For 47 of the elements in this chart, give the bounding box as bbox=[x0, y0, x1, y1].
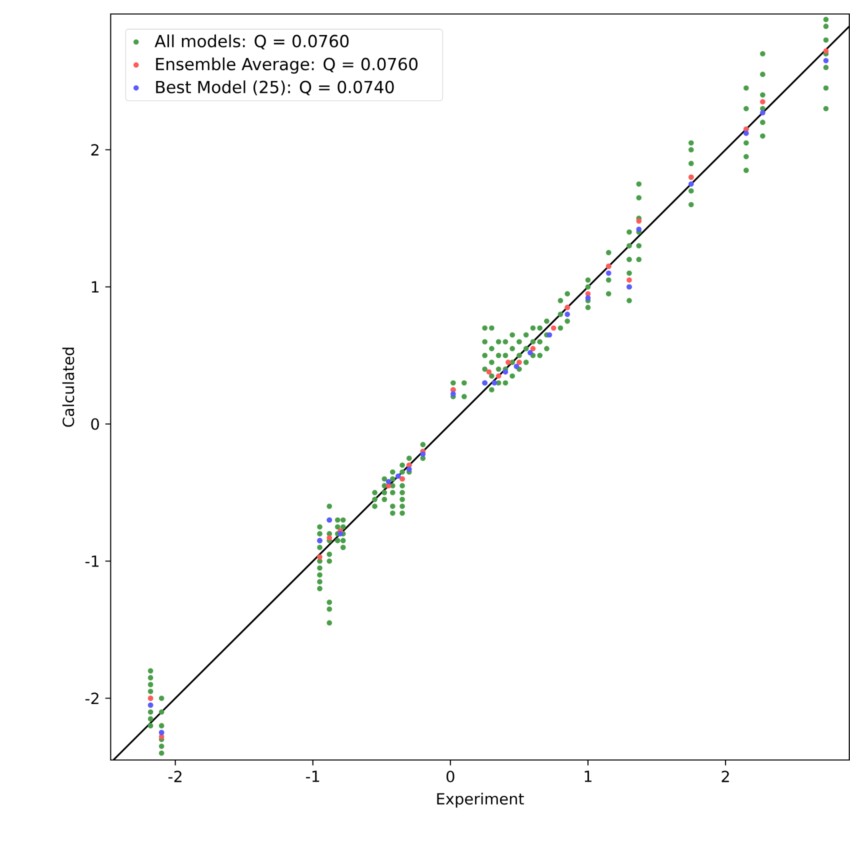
point bbox=[338, 531, 344, 536]
point bbox=[823, 58, 829, 64]
legend-label: Best Model (25): Q = 0.0740 bbox=[156, 80, 394, 96]
point bbox=[528, 350, 533, 356]
point bbox=[317, 554, 322, 560]
point bbox=[744, 130, 749, 136]
x-tick-label: -1 bbox=[306, 770, 320, 782]
point bbox=[564, 312, 570, 317]
point bbox=[406, 466, 412, 472]
point bbox=[502, 369, 508, 375]
y-axis-title: Calculated bbox=[62, 348, 74, 427]
point bbox=[823, 48, 829, 54]
x-tick-label: 2 bbox=[722, 770, 729, 782]
point bbox=[636, 226, 642, 232]
point bbox=[636, 218, 642, 224]
point bbox=[585, 295, 591, 301]
y-tick-label: -1 bbox=[85, 556, 99, 567]
y-tick-label: 2 bbox=[91, 144, 98, 156]
point bbox=[386, 478, 392, 484]
x-tick-label: 1 bbox=[584, 770, 592, 782]
point bbox=[158, 734, 164, 740]
point bbox=[450, 391, 456, 397]
point bbox=[688, 181, 694, 187]
point bbox=[626, 277, 632, 283]
point bbox=[326, 535, 332, 541]
y-tick-label: 1 bbox=[92, 281, 99, 292]
legend-label: All models: Q = 0.0760 bbox=[154, 34, 349, 50]
point bbox=[606, 270, 612, 276]
y-tick-label: -2 bbox=[85, 692, 98, 704]
point bbox=[760, 110, 766, 116]
point bbox=[395, 473, 401, 479]
x-tick-label: -2 bbox=[168, 770, 182, 782]
point bbox=[496, 373, 502, 379]
point bbox=[492, 380, 498, 386]
point bbox=[546, 332, 552, 338]
y-tick-label: 0 bbox=[91, 418, 99, 430]
point bbox=[530, 346, 536, 352]
point bbox=[420, 452, 426, 457]
point bbox=[550, 325, 556, 331]
point bbox=[516, 360, 522, 365]
point bbox=[506, 360, 511, 365]
point bbox=[514, 364, 520, 370]
x-tick-label: 0 bbox=[446, 770, 454, 782]
point bbox=[486, 369, 492, 375]
point bbox=[760, 99, 766, 104]
x-axis-title: Experiment bbox=[437, 792, 524, 808]
legend-label: Ensemble Average: Q = 0.0760 bbox=[156, 57, 418, 74]
